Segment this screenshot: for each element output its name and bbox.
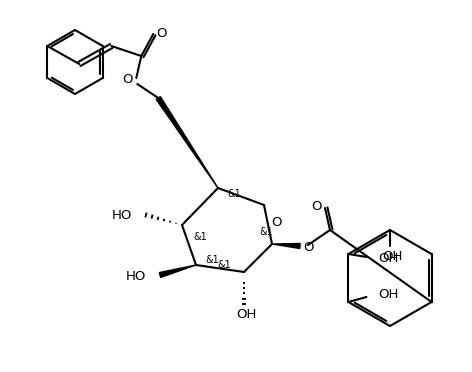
Text: &1: &1 xyxy=(227,189,241,199)
Text: OH: OH xyxy=(379,289,399,301)
Text: O: O xyxy=(122,73,133,86)
Text: &1: &1 xyxy=(193,232,207,242)
Text: &1: &1 xyxy=(259,227,273,237)
Text: O: O xyxy=(156,26,167,39)
Text: HO: HO xyxy=(111,208,132,221)
Text: O: O xyxy=(271,216,281,229)
Text: OH: OH xyxy=(382,250,402,263)
Text: OH: OH xyxy=(379,251,399,264)
Polygon shape xyxy=(160,265,196,278)
Polygon shape xyxy=(156,97,218,188)
Text: OH: OH xyxy=(236,308,256,321)
Text: O: O xyxy=(312,199,322,212)
Text: O: O xyxy=(303,241,313,253)
Text: HO: HO xyxy=(126,270,146,283)
Text: &1: &1 xyxy=(217,260,231,270)
Text: &1: &1 xyxy=(205,255,219,265)
Polygon shape xyxy=(272,244,300,248)
